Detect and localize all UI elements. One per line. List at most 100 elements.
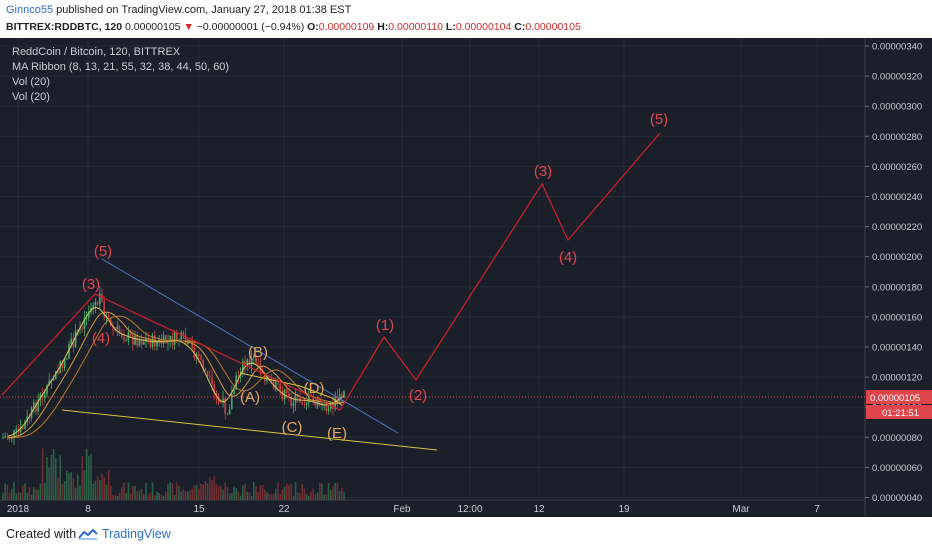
volume-bar <box>211 480 213 500</box>
volume-bar <box>143 494 145 500</box>
upper-trendline[interactable] <box>101 258 399 434</box>
candle-body <box>125 340 127 342</box>
volume-bar <box>180 491 182 500</box>
volume-bar <box>292 495 295 500</box>
countdown-badge-text: 01:21:51 <box>882 408 919 419</box>
volume-bar <box>189 490 191 500</box>
wave-label-a: (A) <box>240 389 260 406</box>
price-chart[interactable]: 0.00000340 0.00000320 0.00000300 0.00000280… <box>0 38 932 517</box>
candle-body <box>209 375 211 378</box>
gridlines <box>0 38 865 500</box>
candle-body <box>268 376 270 379</box>
volume-bar <box>213 475 215 500</box>
chart-area[interactable]: 0.00000340 0.00000320 0.00000300 0.00000280… <box>0 38 932 517</box>
candle-body <box>253 356 255 358</box>
candle-body <box>217 398 220 403</box>
volume-bar <box>270 494 273 500</box>
legend-volume-2[interactable]: Vol (20) <box>12 91 50 103</box>
candle-body <box>83 318 86 330</box>
volume-bar <box>305 493 308 500</box>
time-axis-panel[interactable] <box>0 500 865 517</box>
candle-body <box>246 359 248 366</box>
candle-body <box>226 413 229 415</box>
volume-bar <box>184 491 187 500</box>
volume-bar <box>266 492 268 500</box>
volume-bar <box>176 482 178 500</box>
candle-body <box>37 400 39 412</box>
volume-bar <box>301 484 303 500</box>
candle-body <box>308 394 310 403</box>
volume-bar <box>30 494 33 500</box>
candle-body <box>107 315 110 320</box>
candle-body <box>123 337 125 341</box>
volume-bar <box>48 467 50 500</box>
volume-bar <box>250 495 253 500</box>
volume-bar <box>343 491 345 500</box>
price-axis-panel[interactable] <box>865 38 932 517</box>
wedge-apex-line[interactable] <box>239 372 344 407</box>
volume-bar <box>255 486 257 500</box>
volume-bar <box>70 472 72 500</box>
volume-bar <box>46 456 48 500</box>
candle-body <box>63 358 66 369</box>
volume-bar <box>275 488 277 500</box>
volume-bar <box>187 491 189 500</box>
wave-label-4-old: (4) <box>92 330 110 347</box>
volume-bar <box>17 492 20 500</box>
candle-body <box>138 340 141 346</box>
author-link[interactable]: Ginnco55 <box>6 4 54 16</box>
volume-bar <box>11 489 13 500</box>
volume-bar <box>259 485 262 500</box>
volume-bar <box>323 494 325 500</box>
volume-bar <box>85 448 88 500</box>
volume-bar <box>308 495 310 500</box>
countdown-badge <box>866 405 932 419</box>
volume-bar <box>226 486 229 500</box>
legend-volume-1[interactable]: Vol (20) <box>12 76 50 88</box>
volume-bar <box>338 491 341 500</box>
legend-ma-ribbon[interactable]: MA Ribbon (8, 13, 21, 55, 32, 38, 44, 50… <box>12 61 230 73</box>
candle-body <box>314 400 317 406</box>
candle-body <box>341 393 343 398</box>
volume-bar <box>66 471 68 500</box>
tradingview-link[interactable]: TradingView <box>102 527 171 541</box>
volume-bar <box>116 495 119 500</box>
candle-body <box>156 341 158 347</box>
volume-bar <box>147 494 149 500</box>
chart-header: Ginnco55 published on TradingView.com, J… <box>0 0 932 38</box>
candle-body <box>244 360 246 366</box>
volume-bar <box>129 493 132 500</box>
price-change: −0.00000001 (−0.94%) <box>196 21 305 33</box>
wave-label-b: (B) <box>248 344 268 361</box>
price-axis-ticks: 0.00000340 0.00000320 0.00000300 0.00000280… <box>865 42 922 504</box>
candle-body <box>343 391 345 398</box>
time-tick-label: Mar <box>732 504 750 515</box>
volume-bar <box>101 473 103 500</box>
candle-body <box>279 383 281 391</box>
last-price-badge <box>866 390 932 404</box>
price-tick-label: 0.00000340 <box>872 42 922 53</box>
volume-bar <box>290 483 292 500</box>
volume-bar <box>79 485 81 500</box>
volume-bar <box>257 491 259 500</box>
elliott-wave-projection[interactable] <box>1 132 661 411</box>
volume-bar <box>74 487 77 500</box>
volume-bar <box>96 476 99 500</box>
volume-bar <box>327 483 330 500</box>
volume-bar <box>206 483 209 500</box>
volume-bar <box>83 470 86 500</box>
candle-body <box>48 380 50 386</box>
volume-bar <box>246 491 248 500</box>
lower-trendline[interactable] <box>61 409 438 451</box>
volume-bar <box>105 484 108 500</box>
legend-title[interactable]: ReddCoin / Bitcoin, 120, BITTREX <box>12 46 181 58</box>
candle-body <box>275 382 277 389</box>
candle-body <box>204 369 207 371</box>
volume-bar <box>239 495 242 500</box>
wave-label-c: (C) <box>282 419 303 436</box>
low-value: 0.00000104 <box>455 21 512 33</box>
candle-body <box>70 338 72 345</box>
volume-bar <box>118 492 121 500</box>
candle-body <box>255 356 257 364</box>
candle-body <box>118 326 121 334</box>
